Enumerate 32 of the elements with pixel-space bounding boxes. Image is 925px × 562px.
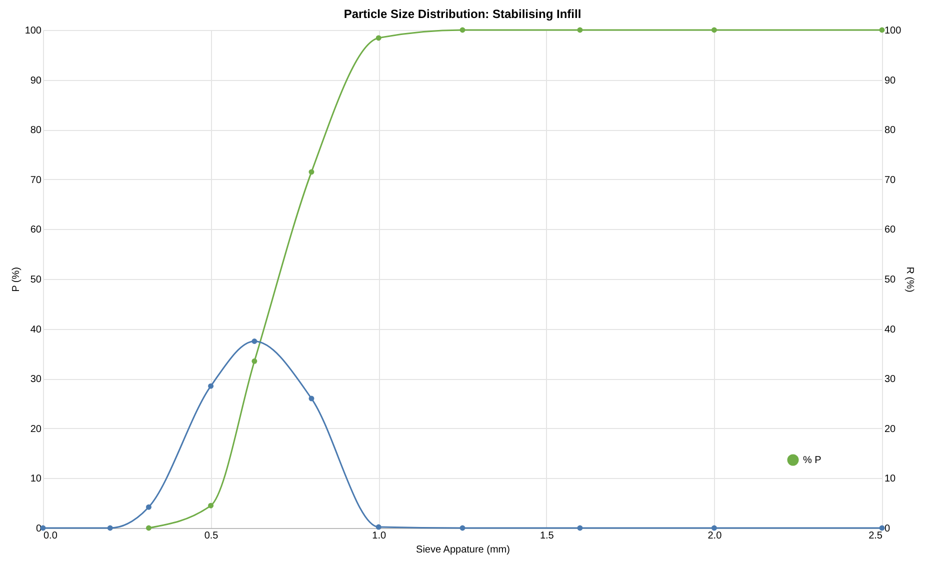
chart-title: Particle Size Distribution: Stabilising Infill xyxy=(344,7,582,21)
x-tick-label: 2.5 xyxy=(868,530,883,542)
y-tick-label: 20 xyxy=(30,424,42,435)
x-tick-label: 0.0 xyxy=(44,530,58,542)
y2-tick-label: 50 xyxy=(884,274,896,286)
y2-tick-label: 90 xyxy=(884,75,896,86)
y-axis-title: P (%) xyxy=(10,267,22,292)
y2-tick-label: 30 xyxy=(884,374,896,386)
y-tick-label: 60 xyxy=(30,224,42,236)
x-tick-label: 1.5 xyxy=(540,530,554,542)
y-tick-label: 100 xyxy=(24,26,42,36)
x-tick-label: 1.0 xyxy=(372,530,386,542)
y2-axis-title: R (%) xyxy=(904,266,916,292)
legend-label: % P xyxy=(803,455,822,466)
y-tick-label: 40 xyxy=(30,324,42,336)
y-tick-label: 10 xyxy=(30,474,42,485)
y-tick-label: 30 xyxy=(30,374,42,386)
y2-tick-label: 40 xyxy=(884,324,896,336)
y2-tick-label: 100 xyxy=(884,26,902,36)
y2-tick-label: 0 xyxy=(884,524,890,534)
x-tick-label: 0.5 xyxy=(204,530,219,542)
y-tick-label: 80 xyxy=(30,125,42,136)
y-tick-label: 90 xyxy=(30,75,42,86)
y2-tick-label: 60 xyxy=(884,224,896,236)
y2-tick-label: 10 xyxy=(884,474,896,485)
x-tick-label: 2.0 xyxy=(708,530,722,542)
y2-tick-label: 70 xyxy=(884,174,896,186)
y2-tick-label: 20 xyxy=(884,424,896,435)
y-tick-label: 50 xyxy=(30,274,42,286)
y2-tick-label: 80 xyxy=(884,125,896,136)
y-tick-label: 70 xyxy=(30,174,42,186)
x-axis-title: Sieve Appature (mm) xyxy=(416,544,510,556)
